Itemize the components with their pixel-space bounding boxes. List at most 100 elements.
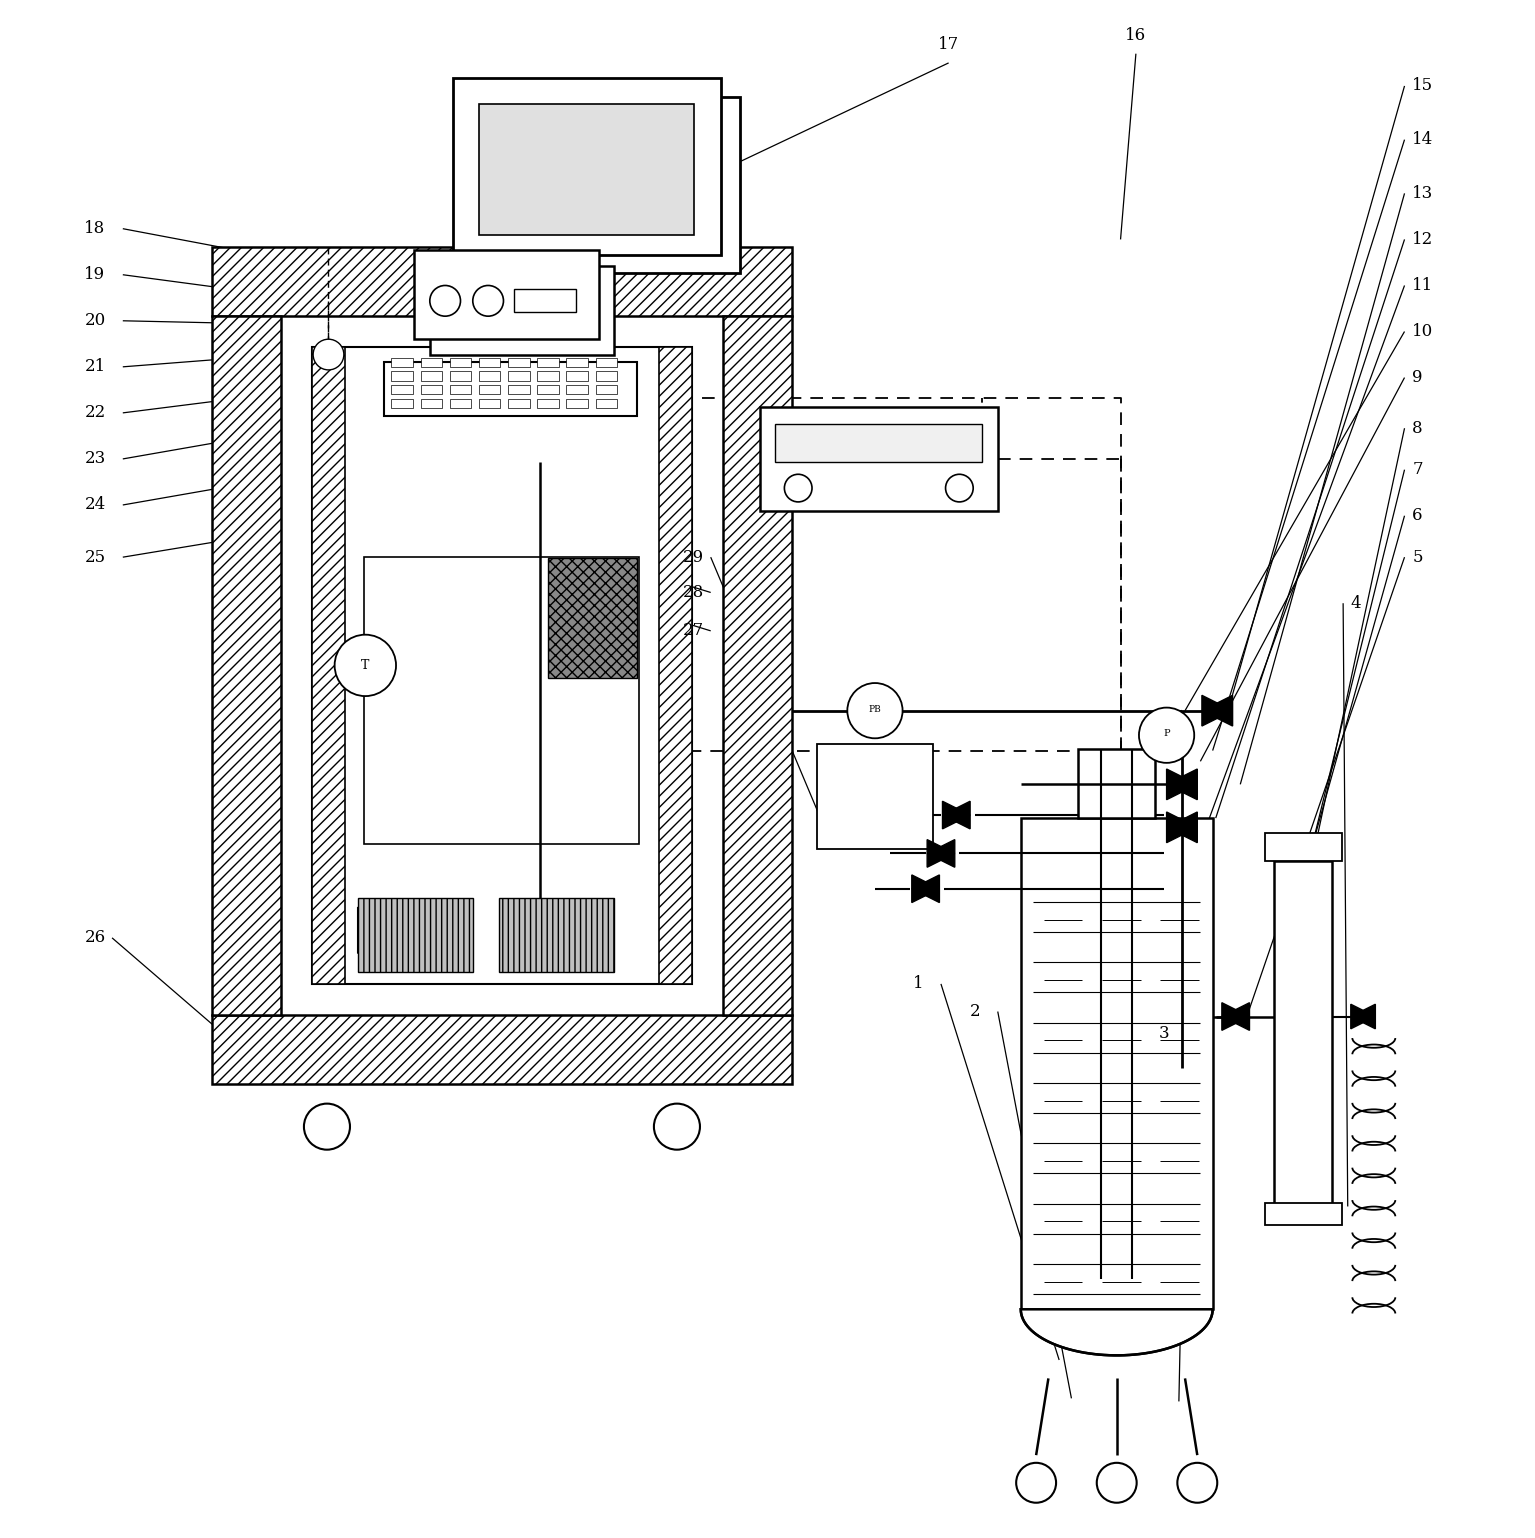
- Text: 29: 29: [683, 549, 705, 566]
- Bar: [212, 248, 792, 317]
- Bar: [760, 406, 998, 511]
- Bar: [596, 358, 617, 368]
- Bar: [430, 266, 614, 355]
- Bar: [566, 358, 588, 368]
- Polygon shape: [1167, 812, 1197, 843]
- Bar: [508, 384, 530, 394]
- Bar: [479, 105, 694, 235]
- Bar: [414, 251, 599, 340]
- Bar: [566, 384, 588, 394]
- Polygon shape: [1202, 695, 1233, 726]
- Text: 22: 22: [84, 404, 106, 421]
- Text: 6: 6: [1412, 508, 1423, 524]
- Text: 8: 8: [1412, 420, 1423, 437]
- Text: 3: 3: [1159, 1024, 1170, 1041]
- Bar: [499, 898, 614, 972]
- Bar: [548, 558, 637, 678]
- Text: P: P: [1164, 729, 1170, 738]
- Text: 23: 23: [84, 451, 106, 468]
- Text: PB: PB: [869, 704, 881, 714]
- Bar: [479, 372, 500, 380]
- Bar: [391, 372, 413, 380]
- Text: 20: 20: [84, 312, 106, 329]
- Text: 4: 4: [1351, 595, 1362, 612]
- Bar: [537, 372, 559, 380]
- Bar: [312, 348, 345, 984]
- Bar: [421, 372, 442, 380]
- Polygon shape: [358, 907, 419, 954]
- Text: 9: 9: [1412, 369, 1423, 386]
- Text: 25: 25: [84, 549, 106, 566]
- Text: 19: 19: [84, 266, 106, 283]
- Bar: [723, 317, 792, 1015]
- Polygon shape: [1222, 1003, 1249, 1030]
- Circle shape: [847, 683, 903, 738]
- Circle shape: [1139, 707, 1194, 763]
- Bar: [479, 384, 500, 394]
- Polygon shape: [912, 875, 939, 903]
- Bar: [537, 398, 559, 408]
- Bar: [596, 398, 617, 408]
- Bar: [391, 384, 413, 394]
- Bar: [450, 384, 471, 394]
- Text: 1: 1: [913, 975, 924, 992]
- Bar: [659, 348, 692, 984]
- Polygon shape: [1167, 769, 1197, 800]
- Bar: [450, 372, 471, 380]
- Bar: [421, 358, 442, 368]
- Bar: [1274, 861, 1332, 1206]
- Text: 18: 18: [84, 220, 106, 237]
- Polygon shape: [912, 875, 939, 903]
- Text: 2: 2: [970, 1003, 981, 1020]
- Polygon shape: [927, 840, 955, 867]
- Bar: [358, 898, 473, 972]
- Polygon shape: [1222, 1003, 1249, 1030]
- Bar: [450, 358, 471, 368]
- Bar: [596, 372, 617, 380]
- Polygon shape: [1351, 1004, 1375, 1029]
- Text: 16: 16: [1125, 26, 1147, 43]
- Bar: [1079, 749, 1156, 818]
- Bar: [421, 398, 442, 408]
- Bar: [537, 358, 559, 368]
- Polygon shape: [1202, 695, 1233, 726]
- Text: 12: 12: [1412, 231, 1434, 248]
- Text: 27: 27: [683, 623, 705, 640]
- Text: 28: 28: [683, 584, 705, 601]
- Bar: [471, 97, 740, 274]
- Polygon shape: [1167, 769, 1197, 800]
- Bar: [508, 398, 530, 408]
- Bar: [479, 358, 500, 368]
- Text: 24: 24: [84, 497, 106, 514]
- Text: 14: 14: [1412, 131, 1434, 148]
- Bar: [508, 358, 530, 368]
- Circle shape: [304, 1104, 350, 1150]
- Text: 11: 11: [1412, 277, 1434, 294]
- Text: T: T: [361, 658, 370, 672]
- Bar: [514, 289, 576, 312]
- Bar: [537, 384, 559, 394]
- Text: 15: 15: [1412, 77, 1434, 94]
- Text: 13: 13: [1412, 185, 1434, 201]
- Circle shape: [946, 474, 973, 501]
- Circle shape: [1098, 1463, 1136, 1503]
- Bar: [566, 398, 588, 408]
- Polygon shape: [1021, 1309, 1213, 1355]
- Bar: [453, 78, 721, 255]
- Bar: [212, 1015, 792, 1084]
- Text: 7: 7: [1412, 461, 1423, 478]
- Bar: [479, 398, 500, 408]
- Text: 17: 17: [938, 35, 959, 52]
- Circle shape: [335, 635, 396, 697]
- Bar: [1021, 818, 1213, 1309]
- Bar: [421, 384, 442, 394]
- Circle shape: [784, 474, 812, 501]
- Bar: [566, 372, 588, 380]
- Polygon shape: [942, 801, 970, 829]
- Circle shape: [313, 340, 344, 371]
- Bar: [1265, 1203, 1342, 1224]
- Polygon shape: [1351, 1004, 1375, 1029]
- Polygon shape: [942, 801, 970, 829]
- Text: 21: 21: [84, 358, 106, 375]
- Bar: [450, 398, 471, 408]
